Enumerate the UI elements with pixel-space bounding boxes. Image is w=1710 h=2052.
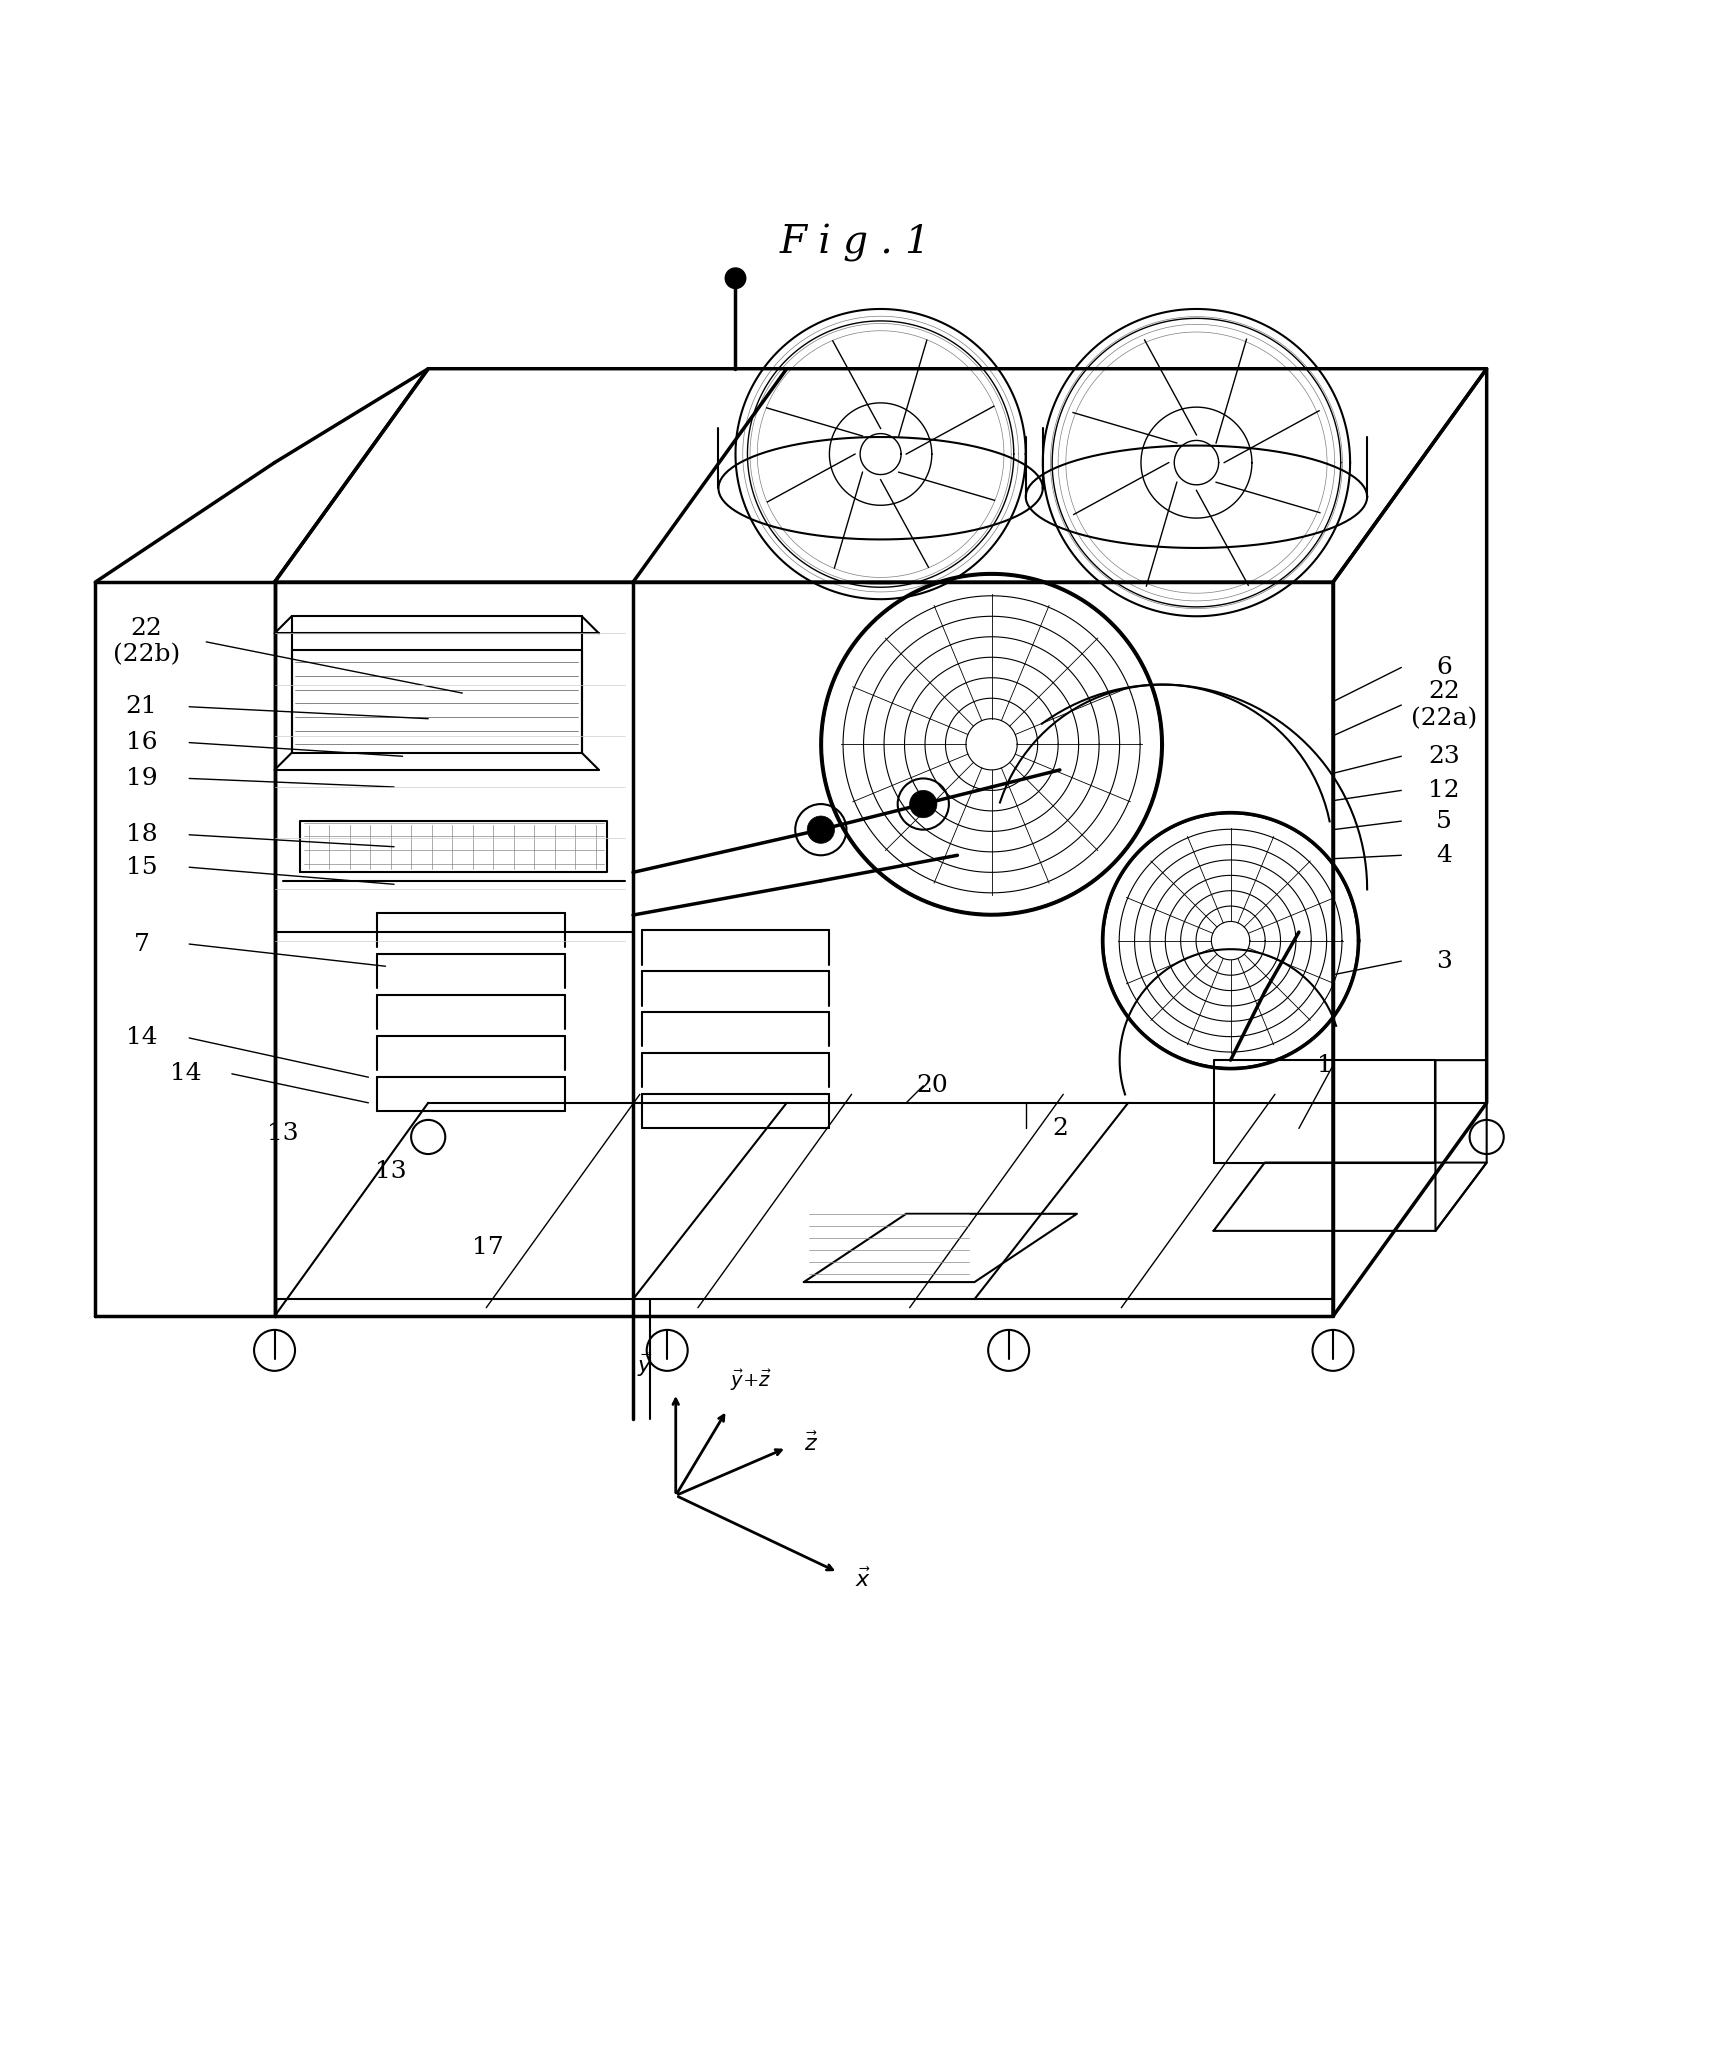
Text: 13: 13	[374, 1159, 407, 1182]
Circle shape	[807, 817, 834, 843]
Text: 3: 3	[1436, 950, 1452, 973]
Text: 13: 13	[267, 1122, 299, 1145]
Text: 22
(22a): 22 (22a)	[1411, 681, 1477, 731]
Text: 22
(22b): 22 (22b)	[113, 618, 180, 667]
Circle shape	[725, 269, 746, 289]
Text: 14: 14	[125, 1026, 157, 1049]
Text: 1: 1	[1317, 1055, 1332, 1077]
Text: $\vec{y}$: $\vec{y}$	[638, 1352, 653, 1379]
Text: F i g . 1: F i g . 1	[780, 224, 930, 261]
Text: 14: 14	[169, 1063, 202, 1086]
Text: 12: 12	[1428, 780, 1460, 802]
Text: 21: 21	[125, 696, 157, 718]
Text: 6: 6	[1436, 657, 1452, 679]
Circle shape	[910, 790, 937, 817]
Text: 19: 19	[125, 767, 157, 790]
Text: $\vec{y}$+$\vec{z}$: $\vec{y}$+$\vec{z}$	[730, 1369, 771, 1393]
Text: $\vec{z}$: $\vec{z}$	[804, 1432, 817, 1455]
Text: 17: 17	[472, 1237, 504, 1260]
Text: 15: 15	[125, 856, 157, 878]
Text: 7: 7	[133, 932, 149, 956]
Text: 2: 2	[1052, 1116, 1067, 1141]
Text: 18: 18	[125, 823, 157, 845]
Text: 16: 16	[125, 731, 157, 753]
Text: $\vec{x}$: $\vec{x}$	[855, 1570, 870, 1592]
Text: 4: 4	[1436, 843, 1452, 866]
Text: 23: 23	[1428, 745, 1460, 767]
Text: 5: 5	[1436, 811, 1452, 833]
Text: 20: 20	[917, 1075, 947, 1098]
